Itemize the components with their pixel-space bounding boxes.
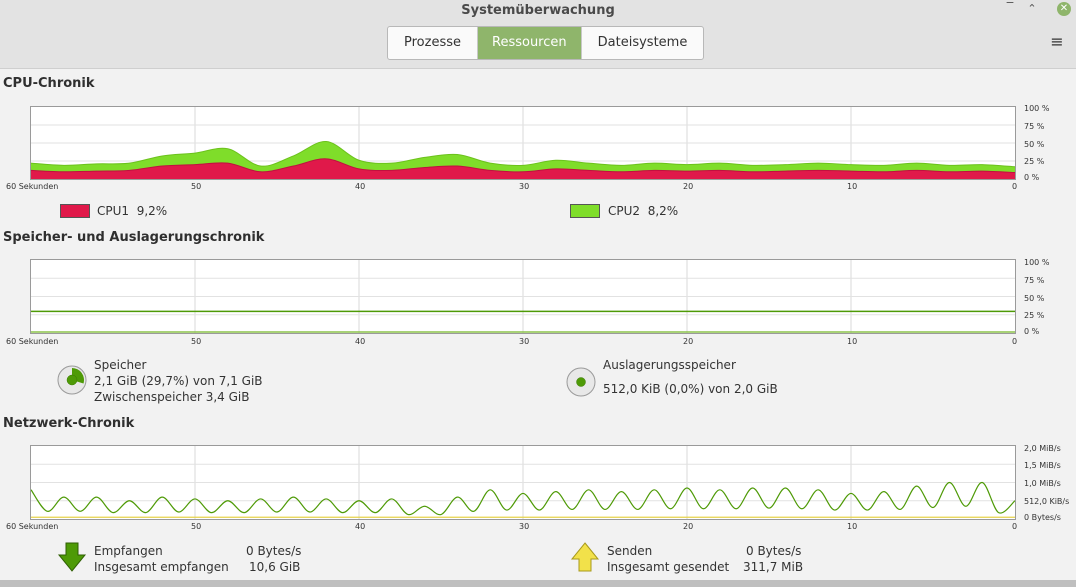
net-y-tick-0: 0 Bytes/s (1024, 513, 1061, 522)
net-x-tick-50: 50 (191, 522, 202, 531)
swap-usage-pie-icon[interactable] (566, 367, 596, 397)
cpu-history-plot (31, 107, 1015, 179)
net-x-tick-40: 40 (355, 522, 366, 531)
cpu-x-tick-10: 10 (847, 182, 858, 191)
cpu-y-tick-100: 100 % (1024, 104, 1050, 113)
window-bottom-edge (0, 580, 1076, 587)
cpu-x-tick-60: 60 Sekunden (6, 182, 59, 191)
cpu-x-tick-30: 30 (519, 182, 530, 191)
mem-x-tick-30: 30 (519, 337, 530, 346)
received-rate: 0 Bytes/s (246, 544, 302, 558)
cpu-y-tick-75: 75 % (1024, 122, 1045, 131)
cpu1-line (31, 158, 1015, 174)
title-bar: Systemüberwachung ‾ ⌃ ✕ Prozesse Ressour… (0, 0, 1076, 69)
sent-label: Senden (607, 544, 653, 558)
net-y-tick-1mib: 1,0 MiB/s (1024, 479, 1061, 488)
cpu1-color-swatch[interactable] (60, 204, 90, 218)
tab-filesystems[interactable]: Dateisysteme (597, 35, 688, 50)
mem-y-tick-100: 100 % (1024, 258, 1050, 267)
view-switcher: Prozesse Ressourcen Dateisysteme (387, 26, 705, 60)
cpu-x-tick-20: 20 (683, 182, 694, 191)
net-x-tick-10: 10 (847, 522, 858, 531)
mem-x-tick-50: 50 (191, 337, 202, 346)
mem-x-tick-20: 20 (683, 337, 694, 346)
sent-rate: 0 Bytes/s (746, 544, 802, 558)
received-total-label: Insgesamt empfangen (94, 560, 229, 574)
upload-arrow-icon[interactable] (570, 542, 600, 572)
cpu2-color-swatch[interactable] (570, 204, 600, 218)
cpu-y-tick-25: 25 % (1024, 157, 1045, 166)
mem-y-tick-0: 0 % (1024, 327, 1040, 336)
net-y-tick-512kib: 512,0 KiB/s (1024, 497, 1070, 506)
cpu-section-title: CPU-Chronik (3, 76, 95, 91)
minimize-icon[interactable]: ‾ (1006, 1, 1014, 16)
net-x-tick-0: 0 (1012, 522, 1018, 531)
received-total: 10,6 GiB (249, 560, 301, 574)
memory-usage-pie-icon[interactable] (57, 365, 87, 395)
mem-x-tick-40: 40 (355, 337, 366, 346)
net-x-tick-30: 30 (519, 522, 530, 531)
received-label: Empfangen (94, 544, 163, 558)
sent-total-label: Insgesamt gesendet (607, 560, 730, 574)
mem-x-tick-10: 10 (847, 337, 858, 346)
cpu-x-tick-40: 40 (355, 182, 366, 191)
network-section-title: Netzwerk-Chronik (3, 416, 135, 431)
network-history-plot (31, 446, 1015, 519)
mem-y-tick-50: 50 % (1024, 294, 1045, 303)
window-title: Systemüberwachung (461, 3, 615, 18)
mem-x-tick-60: 60 Sekunden (6, 337, 59, 346)
mem-y-tick-25: 25 % (1024, 311, 1045, 320)
cpu2-label: CPU2 8,2% (608, 204, 679, 218)
memory-detail: 2,1 GiB (29,7%) von 7,1 GiB (94, 374, 263, 388)
memory-cache: Zwischenspeicher 3,4 GiB (94, 390, 250, 404)
sent-total: 311,7 MiB (743, 560, 804, 574)
memory-history-plot (31, 260, 1015, 333)
memory-label: Speicher (94, 358, 147, 372)
close-icon[interactable]: ✕ (1057, 2, 1071, 16)
net-x-tick-60: 60 Sekunden (6, 522, 59, 531)
cpu-history-graph (30, 106, 1016, 180)
net-x-tick-20: 20 (683, 522, 694, 531)
tab-resources[interactable]: Ressourcen (478, 27, 582, 59)
net-y-tick-2mib: 2,0 MiB/s (1024, 444, 1061, 453)
swap-label: Auslagerungsspeicher (603, 358, 736, 372)
swap-detail: 512,0 KiB (0,0%) von 2,0 GiB (603, 382, 778, 396)
download-arrow-icon[interactable] (57, 542, 87, 572)
tab-processes[interactable]: Prozesse (388, 27, 478, 59)
cpu-x-tick-0: 0 (1012, 182, 1018, 191)
received-line (31, 481, 1015, 516)
memory-history-graph (30, 259, 1016, 334)
network-history-graph (30, 445, 1016, 520)
maximize-icon[interactable]: ⌃ (1027, 2, 1037, 15)
cpu-x-tick-50: 50 (191, 182, 202, 191)
mem-x-tick-0: 0 (1012, 337, 1018, 346)
cpu1-area (31, 158, 1015, 179)
cpu-y-tick-50: 50 % (1024, 140, 1045, 149)
mem-y-tick-75: 75 % (1024, 276, 1045, 285)
cpu2-line (31, 141, 1015, 168)
memory-section-title: Speicher- und Auslagerungschronik (3, 230, 265, 245)
net-y-tick-1.5mib: 1,5 MiB/s (1024, 461, 1061, 470)
cpu-y-tick-0: 0 % (1024, 173, 1040, 182)
cpu1-label: CPU1 9,2% (97, 204, 168, 218)
hamburger-menu-icon[interactable]: ≡ (1050, 32, 1064, 51)
